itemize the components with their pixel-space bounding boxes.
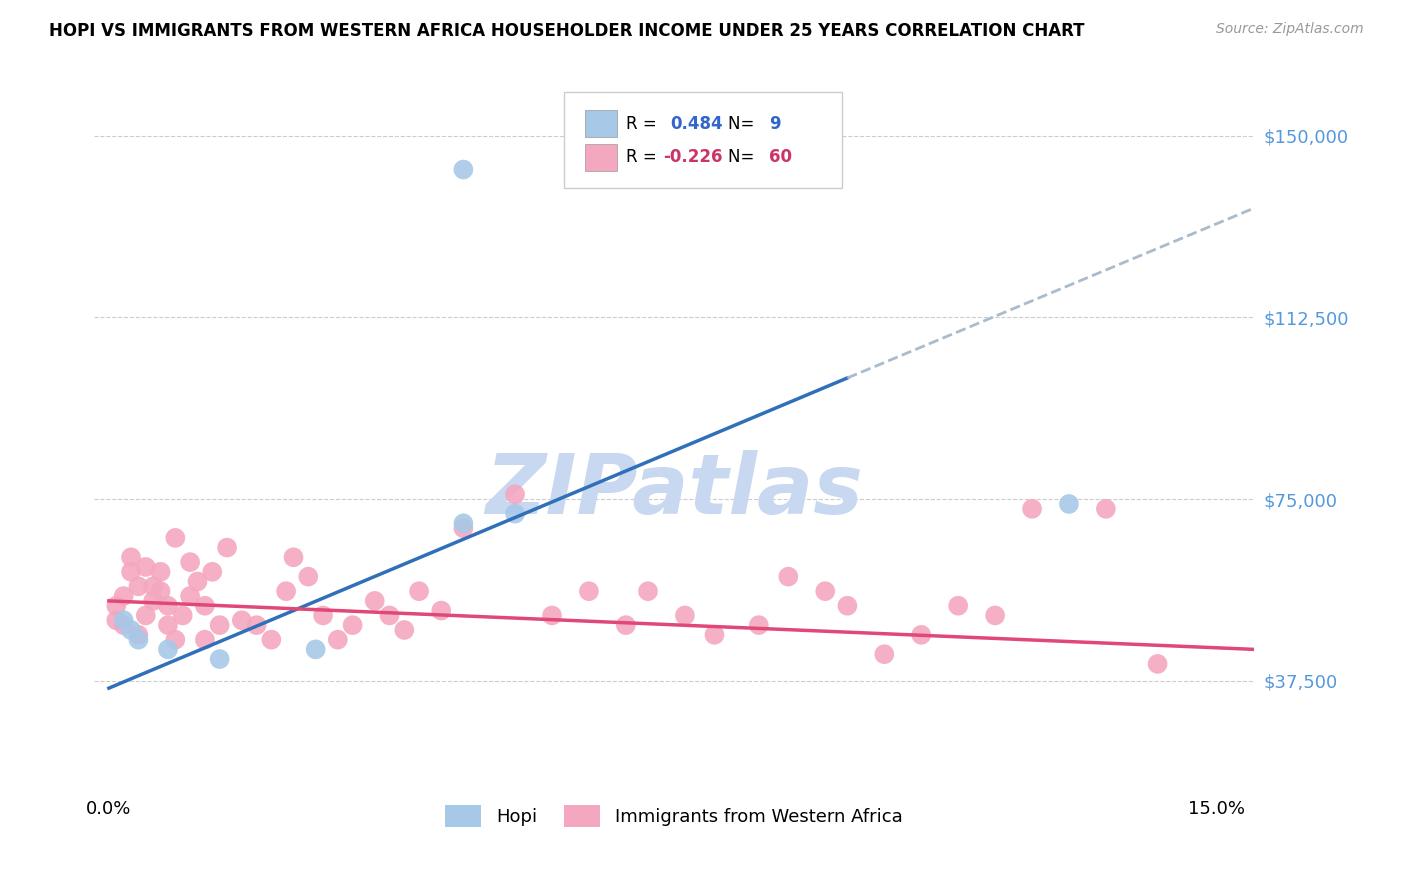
Point — [156, 642, 179, 657]
Point — [142, 579, 165, 593]
Point — [156, 618, 179, 632]
Point — [276, 584, 298, 599]
Point — [231, 613, 253, 627]
Point — [394, 623, 416, 637]
Point — [984, 608, 1007, 623]
Point — [453, 162, 475, 177]
Legend: Hopi, Immigrants from Western Africa: Hopi, Immigrants from Western Africa — [439, 797, 910, 834]
Point — [179, 555, 201, 569]
Point — [156, 599, 179, 613]
Point — [112, 589, 135, 603]
Point — [637, 584, 659, 599]
Point — [578, 584, 600, 599]
Point — [245, 618, 267, 632]
Point — [814, 584, 837, 599]
Point — [127, 579, 149, 593]
Point — [1057, 497, 1080, 511]
Point — [910, 628, 932, 642]
Text: N=: N= — [728, 115, 761, 133]
Text: -0.226: -0.226 — [664, 148, 723, 166]
Point — [837, 599, 859, 613]
Point — [194, 632, 217, 647]
Point — [165, 632, 187, 647]
Point — [149, 584, 172, 599]
Point — [105, 613, 128, 627]
Point — [105, 599, 128, 613]
Point — [201, 565, 224, 579]
Point — [503, 487, 526, 501]
Point — [120, 550, 142, 565]
Point — [179, 589, 201, 603]
Point — [614, 618, 637, 632]
Point — [378, 608, 401, 623]
Point — [127, 632, 149, 647]
Point — [135, 560, 157, 574]
Point — [430, 604, 453, 618]
Point — [135, 608, 157, 623]
Text: Source: ZipAtlas.com: Source: ZipAtlas.com — [1216, 22, 1364, 37]
Point — [703, 628, 725, 642]
Bar — [585, 144, 617, 170]
Point — [946, 599, 969, 613]
Point — [873, 647, 896, 661]
Point — [1021, 501, 1043, 516]
Point — [186, 574, 208, 589]
FancyBboxPatch shape — [564, 92, 842, 188]
Point — [503, 507, 526, 521]
Point — [453, 521, 475, 535]
Point — [778, 569, 800, 583]
Point — [172, 608, 194, 623]
Text: 9: 9 — [769, 115, 780, 133]
Point — [112, 613, 135, 627]
Point — [364, 594, 387, 608]
Text: R =: R = — [626, 148, 662, 166]
Point — [541, 608, 564, 623]
Point — [312, 608, 335, 623]
Point — [305, 642, 328, 657]
Bar — [585, 111, 617, 137]
Text: N=: N= — [728, 148, 761, 166]
Point — [208, 618, 231, 632]
Point — [326, 632, 349, 647]
Point — [127, 628, 149, 642]
Point — [342, 618, 364, 632]
Text: 60: 60 — [769, 148, 792, 166]
Point — [748, 618, 770, 632]
Text: R =: R = — [626, 115, 662, 133]
Point — [283, 550, 305, 565]
Point — [149, 565, 172, 579]
Point — [215, 541, 238, 555]
Point — [165, 531, 187, 545]
Point — [1146, 657, 1168, 671]
Point — [408, 584, 430, 599]
Text: ZIPatlas: ZIPatlas — [485, 450, 863, 531]
Point — [297, 569, 319, 583]
Point — [142, 594, 165, 608]
Point — [120, 565, 142, 579]
Text: 0.484: 0.484 — [671, 115, 723, 133]
Point — [673, 608, 696, 623]
Point — [120, 623, 142, 637]
Point — [112, 618, 135, 632]
Point — [453, 516, 475, 531]
Text: HOPI VS IMMIGRANTS FROM WESTERN AFRICA HOUSEHOLDER INCOME UNDER 25 YEARS CORRELA: HOPI VS IMMIGRANTS FROM WESTERN AFRICA H… — [49, 22, 1084, 40]
Point — [260, 632, 283, 647]
Point — [194, 599, 217, 613]
Point — [208, 652, 231, 666]
Point — [1095, 501, 1118, 516]
